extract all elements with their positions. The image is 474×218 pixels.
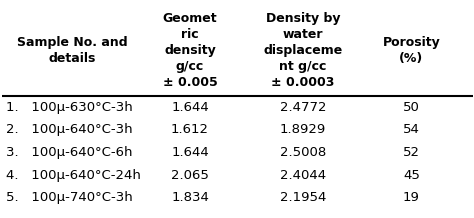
Text: 45: 45	[403, 169, 420, 182]
Text: 1.834: 1.834	[171, 191, 209, 204]
Text: 1.   100μ-630°C-3h: 1. 100μ-630°C-3h	[6, 101, 133, 114]
Text: 2.5008: 2.5008	[280, 146, 326, 159]
Text: 1.612: 1.612	[171, 123, 209, 136]
Text: 1.8929: 1.8929	[280, 123, 326, 136]
Text: 50: 50	[403, 101, 420, 114]
Text: Sample No. and
details: Sample No. and details	[17, 36, 128, 65]
Text: Density by
water
displaceme
nt g/cc
± 0.0003: Density by water displaceme nt g/cc ± 0.…	[264, 12, 343, 89]
Text: 3.   100μ-640°C-6h: 3. 100μ-640°C-6h	[6, 146, 133, 159]
Text: 5.   100μ-740°C-3h: 5. 100μ-740°C-3h	[6, 191, 133, 204]
Text: 2.   100μ-640°C-3h: 2. 100μ-640°C-3h	[6, 123, 133, 136]
Text: 54: 54	[403, 123, 420, 136]
Text: 52: 52	[403, 146, 420, 159]
Text: 2.4044: 2.4044	[280, 169, 326, 182]
Text: Porosity
(%): Porosity (%)	[383, 36, 440, 65]
Text: 2.1954: 2.1954	[280, 191, 326, 204]
Text: 1.644: 1.644	[171, 101, 209, 114]
Text: 1.644: 1.644	[171, 146, 209, 159]
Text: 4.   100μ-640°C-24h: 4. 100μ-640°C-24h	[6, 169, 141, 182]
Text: 2.4772: 2.4772	[280, 101, 326, 114]
Text: 2.065: 2.065	[171, 169, 209, 182]
Text: Geomet
ric
density
g/cc
± 0.005: Geomet ric density g/cc ± 0.005	[163, 12, 218, 89]
Text: 19: 19	[403, 191, 420, 204]
